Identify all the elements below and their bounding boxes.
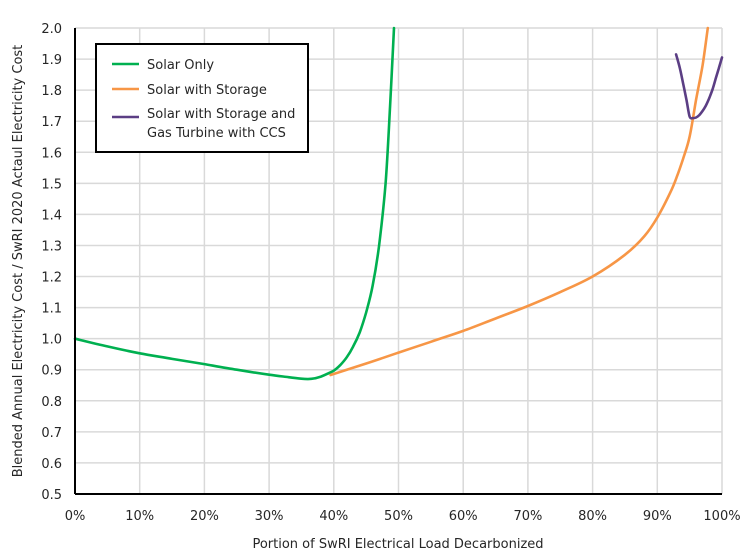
x-tick-label: 0% [65, 509, 86, 524]
legend-item: Solar with Storage [112, 83, 267, 98]
x-axis-title: Portion of SwRI Electrical Load Decarbon… [252, 537, 543, 552]
legend-item: Solar Only [112, 58, 214, 73]
y-tick-label: 1.6 [41, 146, 62, 161]
x-tick-label: 70% [513, 509, 542, 524]
y-tick-label: 1.9 [41, 53, 62, 68]
x-tick-label: 100% [703, 509, 740, 524]
y-tick-label: 1.1 [41, 302, 62, 317]
axes [74, 28, 722, 495]
y-tick-label: 0.6 [41, 457, 62, 472]
y-tick-label: 0.7 [41, 426, 62, 441]
y-tick-label: 0.8 [41, 395, 62, 410]
data-series [73, 26, 724, 381]
series-line-solar-with-storage-and-gas-turbine-with-ccs [674, 53, 724, 120]
x-tick-label: 10% [125, 509, 154, 524]
y-tick-label: 1.4 [41, 208, 62, 223]
legend: Solar Only Solar with Storage Solar with S… [95, 43, 309, 153]
series-line-solar-with-storage [329, 26, 710, 377]
y-tick-label: 1.3 [41, 239, 62, 254]
y-tick-label: 1.2 [41, 271, 62, 286]
y-tick-label: 1.5 [41, 177, 62, 192]
y-tick-label: 1.8 [41, 84, 62, 99]
x-tick-label: 90% [643, 509, 672, 524]
y-tick-label: 2.0 [41, 22, 62, 37]
legend-label: Solar with Storage [147, 83, 267, 98]
legend-label: Solar Only [147, 58, 214, 73]
y-tick-label: 0.9 [41, 364, 62, 379]
x-tick-label: 80% [578, 509, 607, 524]
y-tick-label: 1.0 [41, 333, 62, 348]
y-axis-title: Blended Annual Electricity Cost / SwRI 2… [11, 45, 26, 478]
legend-box [95, 43, 309, 153]
x-tick-label: 20% [190, 509, 219, 524]
series-line-solar-only [73, 26, 396, 381]
y-axis-ticks: 0.5 0.6 0.7 0.8 0.9 1.0 1.1 1.2 1.3 1.4 1.5 1.6 1.7 1… [41, 22, 62, 503]
y-tick-label: 0.5 [41, 488, 62, 503]
legend-label: Solar with Storage and [147, 107, 295, 122]
x-tick-label: 30% [255, 509, 284, 524]
x-tick-label: 50% [384, 509, 413, 524]
y-tick-label: 1.7 [41, 115, 62, 130]
x-tick-label: 40% [319, 509, 348, 524]
legend-label: Gas Turbine with CCS [147, 126, 286, 141]
x-axis-ticks: 0% 10% 20% 30% 40% 50% 60% 70% 80% 90% 100% [65, 509, 741, 524]
legend-item: Solar with Storage and Gas Turbine with C… [112, 107, 295, 141]
x-tick-label: 60% [449, 509, 478, 524]
